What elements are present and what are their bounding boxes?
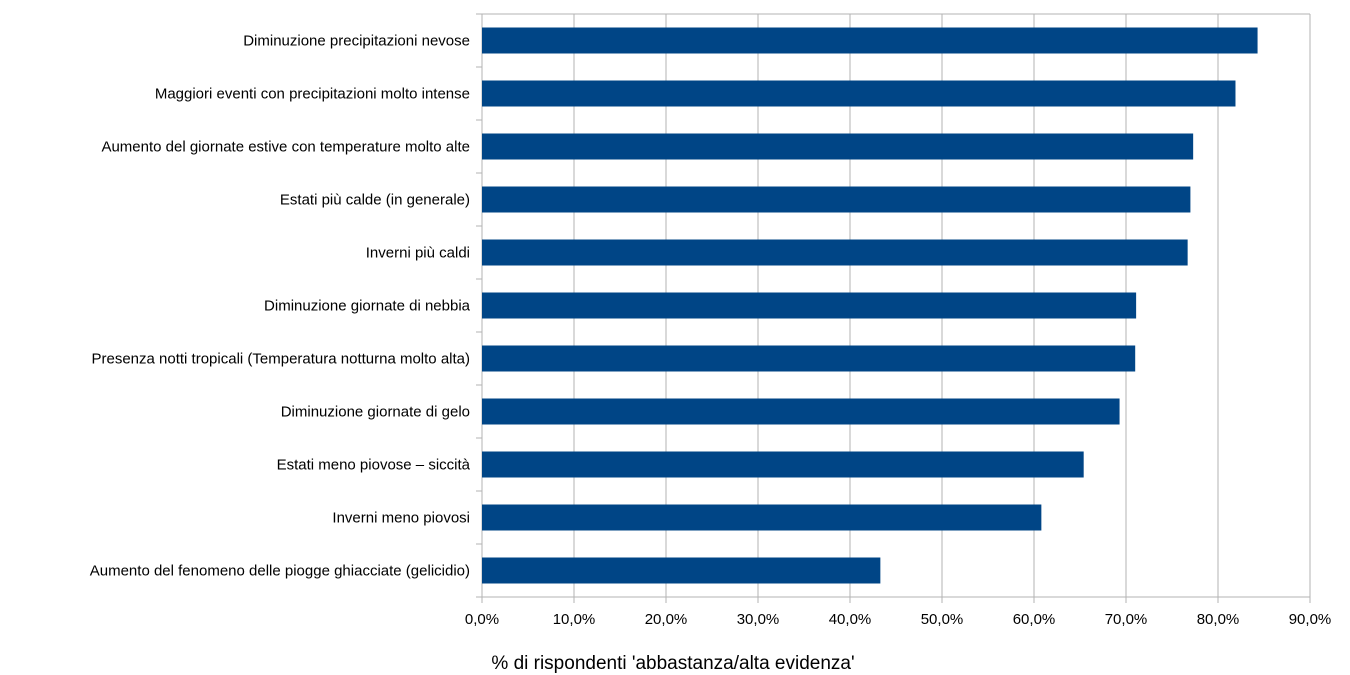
bar (482, 292, 1137, 319)
category-label: Inverni meno piovosi (332, 510, 470, 527)
x-axis-title: % di rispondenti 'abbastanza/alta eviden… (491, 653, 854, 674)
bar (482, 186, 1191, 213)
x-tick-label: 80,0% (1197, 611, 1240, 628)
bar (482, 345, 1136, 372)
x-tick-label: 40,0% (829, 611, 872, 628)
category-label: Diminuzione giornate di gelo (281, 404, 470, 421)
x-tick-label: 0,0% (465, 611, 499, 628)
x-tick-label: 60,0% (1013, 611, 1056, 628)
category-label: Aumento del giornate estive con temperat… (101, 139, 470, 156)
bar (482, 239, 1188, 266)
bar (482, 451, 1084, 478)
bar (482, 80, 1236, 107)
bars (482, 27, 1258, 584)
x-tick-label: 90,0% (1289, 611, 1332, 628)
bar (482, 133, 1194, 160)
x-tick-label: 10,0% (553, 611, 596, 628)
category-labels: Diminuzione precipitazioni nevose Maggior… (90, 33, 471, 580)
bar (482, 504, 1042, 531)
category-label: Presenza notti tropicali (Temperatura no… (91, 351, 470, 368)
category-label: Maggiori eventi con precipitazioni molto… (155, 86, 470, 103)
x-tick-label: 30,0% (737, 611, 780, 628)
x-axis-ticks: 0,0% 10,0% 20,0% 30,0% 40,0% 50,0% 60,0% 70,0% 8… (465, 611, 1331, 628)
category-label: Diminuzione precipitazioni nevose (243, 33, 470, 50)
bar (482, 398, 1120, 425)
category-label: Aumento del fenomeno delle piogge ghiacc… (90, 563, 470, 580)
x-tick-label: 50,0% (921, 611, 964, 628)
x-tick-label: 70,0% (1105, 611, 1148, 628)
x-tick-label: 20,0% (645, 611, 688, 628)
category-label: Inverni più caldi (366, 245, 470, 262)
category-label: Estati meno piovose – siccità (277, 457, 471, 474)
category-label: Estati più calde (in generale) (280, 192, 470, 209)
category-label: Diminuzione giornate di nebbia (264, 298, 471, 315)
bar (482, 557, 881, 584)
bar (482, 27, 1258, 54)
